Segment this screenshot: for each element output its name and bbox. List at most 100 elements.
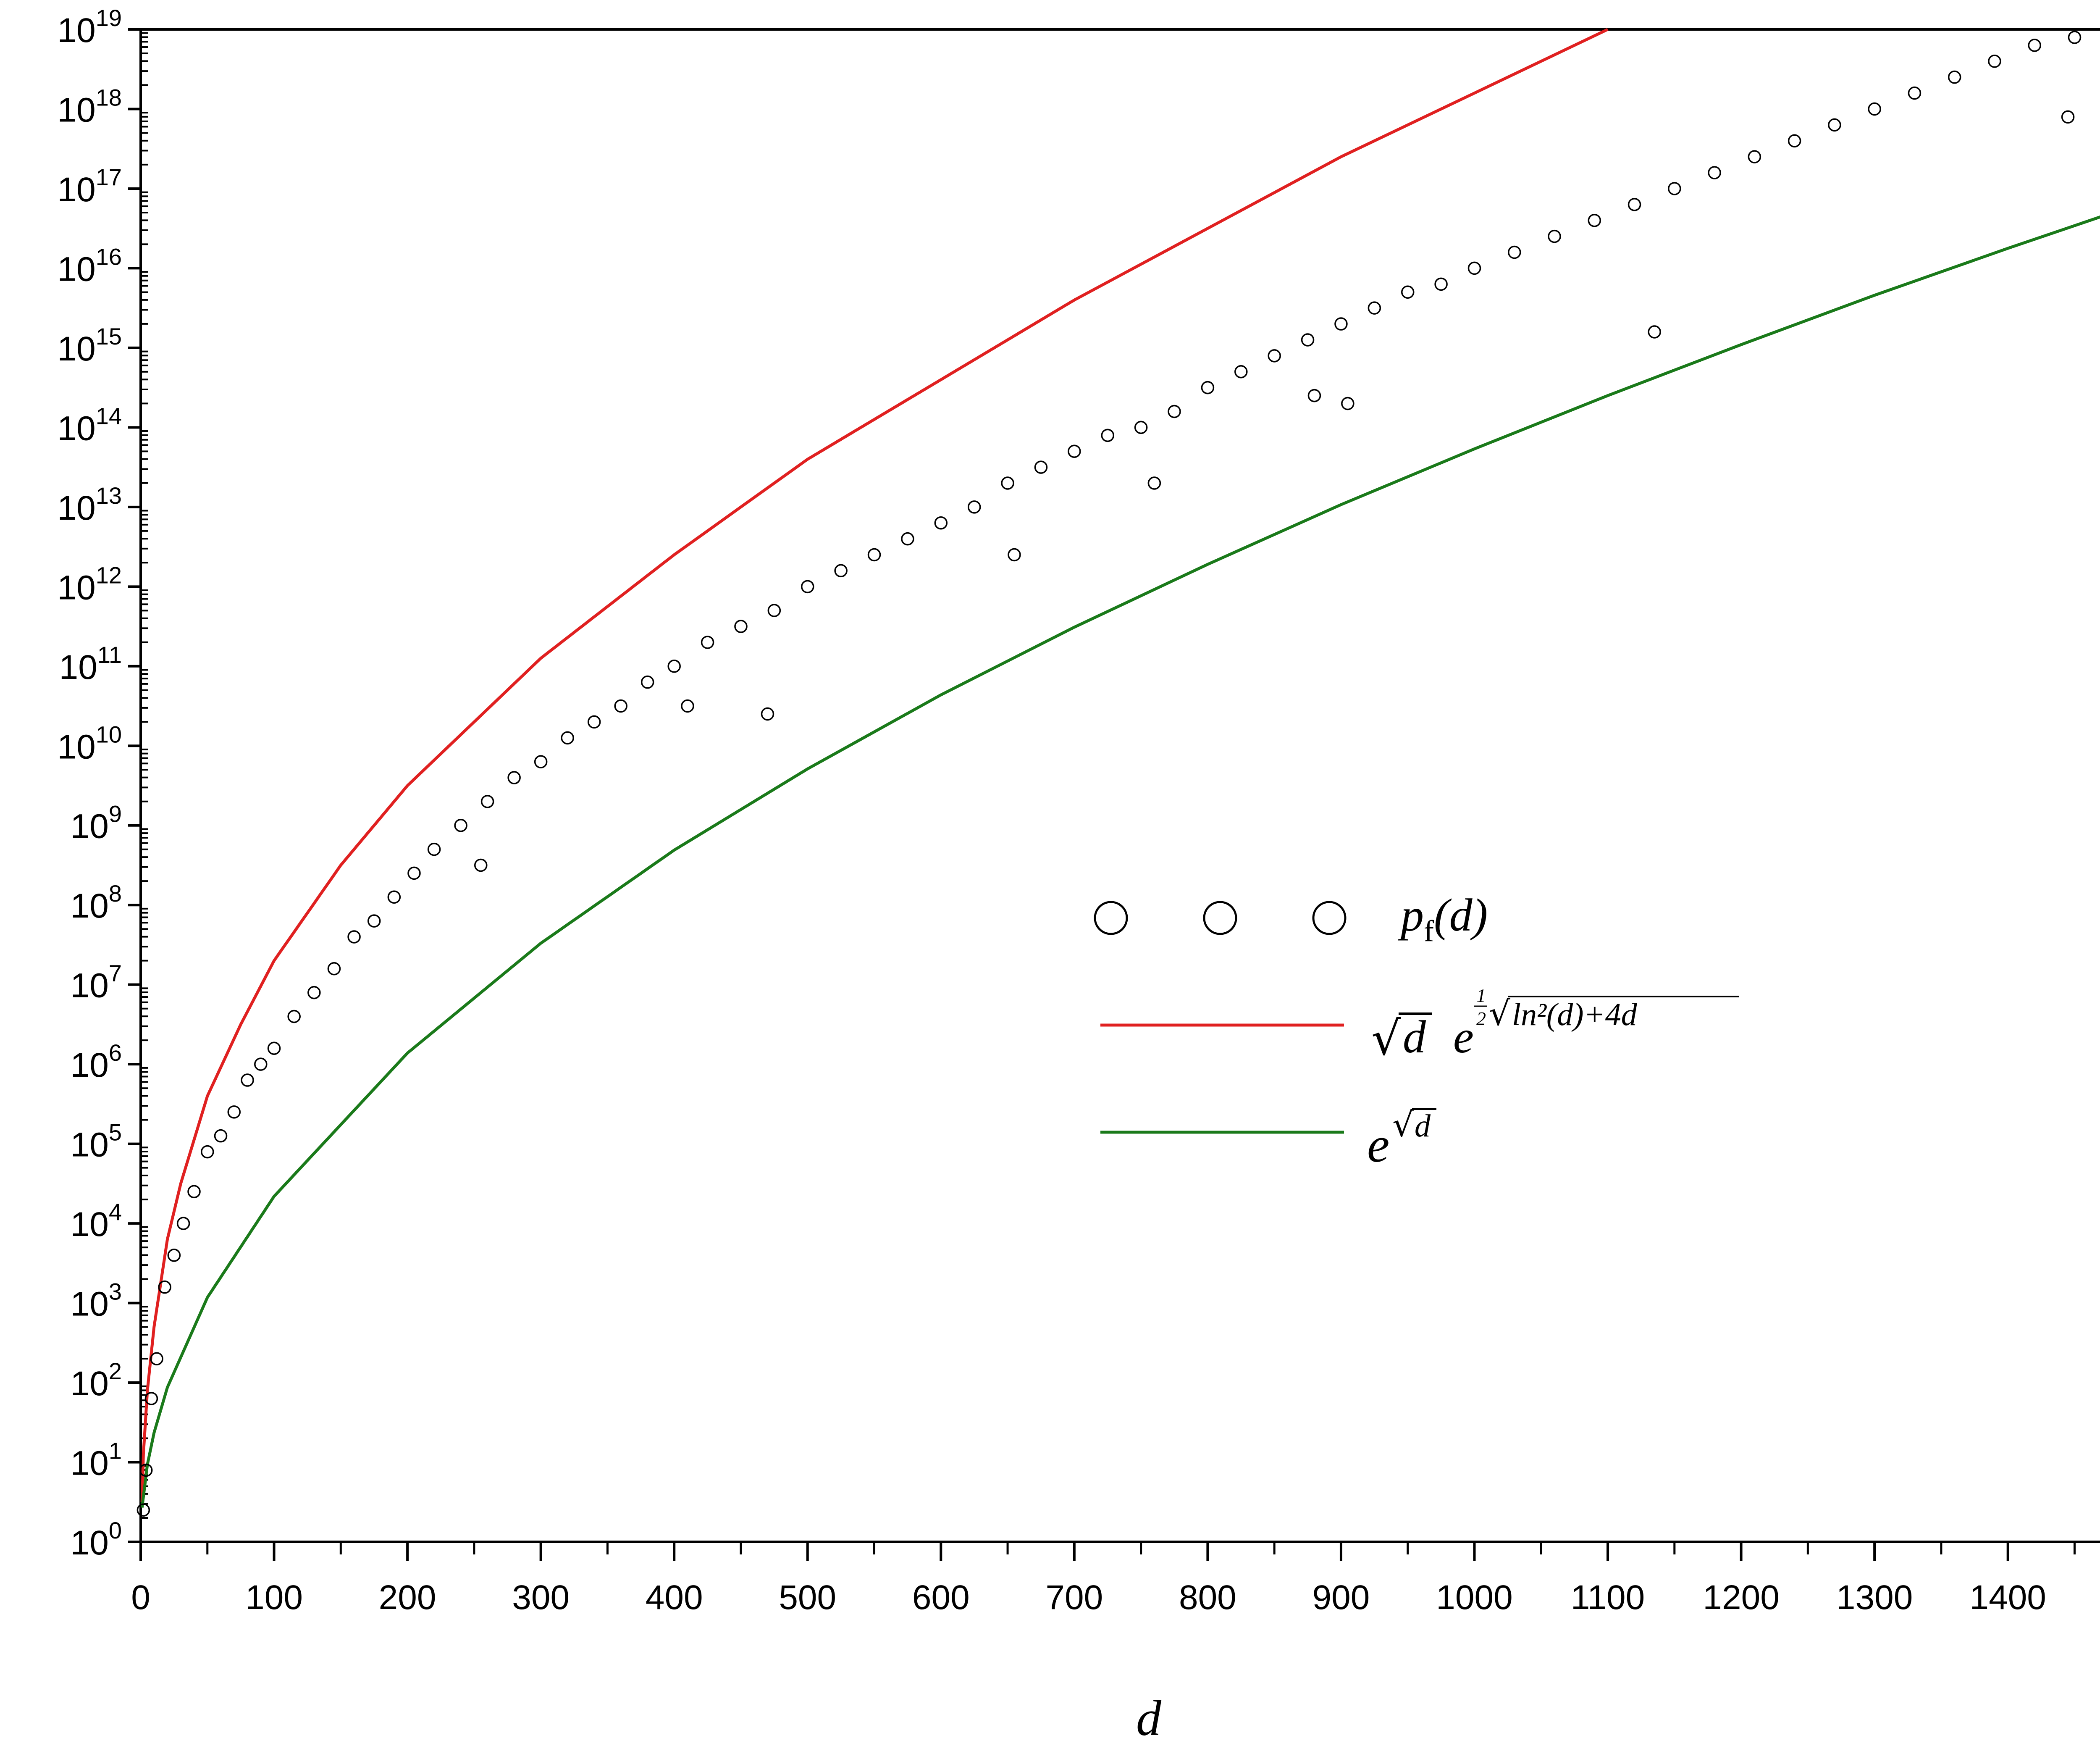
data-point <box>267 1041 281 1055</box>
data-point <box>1668 182 1681 195</box>
y-tick-label: 1011 <box>59 642 122 686</box>
x-tick-label: 1000 <box>1436 1578 1512 1617</box>
data-point <box>1368 301 1381 315</box>
sqrt-sign: √ <box>1489 994 1510 1033</box>
svg-text:ln²(d)+4d: ln²(d)+4d <box>1512 997 1638 1032</box>
y-tick-label: 106 <box>71 1039 122 1084</box>
data-point <box>507 771 521 784</box>
x-tick-label: 600 <box>912 1578 970 1617</box>
data-point <box>474 858 488 872</box>
x-tick-label: 100 <box>245 1578 303 1617</box>
data-point <box>201 1145 214 1159</box>
y-tick-label: 103 <box>71 1278 122 1323</box>
legend-label-red: √ d e 1 2 √ ln²(d)+4d <box>1371 985 1739 1065</box>
data-point <box>1508 245 1521 259</box>
y-tick-label: 1010 <box>57 721 122 766</box>
y-tick-label: 1018 <box>57 84 122 129</box>
data-point <box>307 986 321 999</box>
data-point <box>1034 460 1048 474</box>
data-point <box>1341 397 1354 410</box>
legend-label-green: e √ d <box>1367 1105 1436 1173</box>
frac-num: 1 <box>1476 985 1486 1006</box>
data-point <box>1334 317 1348 331</box>
data-point <box>1101 429 1114 442</box>
svg-text:e: e <box>1367 1117 1389 1173</box>
y-tick-label: 108 <box>71 880 122 925</box>
y-tick-label: 1016 <box>57 243 122 288</box>
legend-label-pf: pf(d) <box>1398 889 1488 948</box>
y-tick-labels: 100 101 102 103 104 105 106 107 108 109 1010 1011 10… <box>57 5 122 1562</box>
data-point <box>1708 166 1721 179</box>
y-tick-label: 1017 <box>57 164 122 209</box>
data-point <box>834 564 848 578</box>
data-point <box>241 1073 254 1087</box>
data-point <box>176 1217 190 1230</box>
x-tick-label: 800 <box>1179 1578 1236 1617</box>
y-tick-label: 102 <box>71 1358 122 1403</box>
data-point <box>1948 70 1961 84</box>
x-tick-label: 1300 <box>1836 1578 1913 1617</box>
data-point <box>167 1249 181 1262</box>
data-point <box>1008 548 1021 562</box>
data-point <box>1147 476 1161 490</box>
data-point <box>1788 134 1801 148</box>
data-point <box>1168 405 1181 418</box>
x-tick-label: 300 <box>512 1578 570 1617</box>
sqrt-sign: √ <box>1371 1012 1401 1065</box>
data-point <box>327 962 341 976</box>
y-tick-label: 105 <box>71 1119 122 1164</box>
data-point <box>614 699 627 713</box>
data-point <box>1234 365 1248 379</box>
y-tick-label: 104 <box>71 1199 122 1244</box>
data-point <box>1648 325 1661 339</box>
data-point <box>2028 39 2041 52</box>
series-red-curve <box>140 28 1609 1502</box>
data-point <box>934 516 948 530</box>
data-point <box>1868 102 1881 116</box>
data-point <box>1467 261 1481 275</box>
scatter-points <box>136 31 2082 1517</box>
data-point <box>534 755 548 768</box>
data-point <box>801 580 814 594</box>
x-tick-label: 1200 <box>1703 1578 1779 1617</box>
data-point <box>254 1057 268 1071</box>
data-point <box>901 532 914 546</box>
data-point <box>367 914 381 928</box>
series-line-path <box>140 28 1609 1502</box>
data-point <box>150 1352 163 1365</box>
y-tick-label: 1014 <box>57 402 122 447</box>
data-point <box>1548 229 1561 243</box>
data-point <box>967 500 981 514</box>
y-tick-label: 1015 <box>57 323 122 368</box>
data-point <box>347 930 361 944</box>
data-point <box>214 1129 228 1143</box>
data-point <box>1588 213 1601 227</box>
data-point <box>867 548 881 562</box>
plot-frame <box>139 28 2100 1543</box>
legend-marker-circle <box>1312 901 1347 935</box>
data-point <box>2061 110 2075 124</box>
x-tick-label: 900 <box>1312 1578 1370 1617</box>
data-point <box>427 842 441 856</box>
y-tick-label: 1012 <box>57 562 122 607</box>
x-tick-label: 1400 <box>1969 1578 2046 1617</box>
sqrt-sign: √ <box>1392 1105 1414 1144</box>
data-point <box>136 1503 150 1517</box>
data-point <box>767 604 781 617</box>
svg-text:d: d <box>1403 1011 1426 1062</box>
data-point <box>1301 333 1315 347</box>
data-point <box>561 731 574 745</box>
x-tick-label: 700 <box>1045 1578 1103 1617</box>
y-tick-label: 1013 <box>57 482 122 527</box>
data-point <box>139 1463 153 1477</box>
data-point <box>761 707 774 721</box>
data-point <box>1401 285 1415 299</box>
legend-marker-circle <box>1094 901 1128 935</box>
x-tick-label: 0 <box>131 1578 150 1617</box>
data-point <box>1201 381 1215 394</box>
data-point <box>667 660 681 673</box>
legend: pf(d) √ d e 1 2 √ ln²(d)+4d e √ d <box>1094 889 1739 1173</box>
data-point <box>734 620 748 633</box>
y-tick-label: 107 <box>71 960 122 1005</box>
y-tick-label: 109 <box>71 801 122 846</box>
